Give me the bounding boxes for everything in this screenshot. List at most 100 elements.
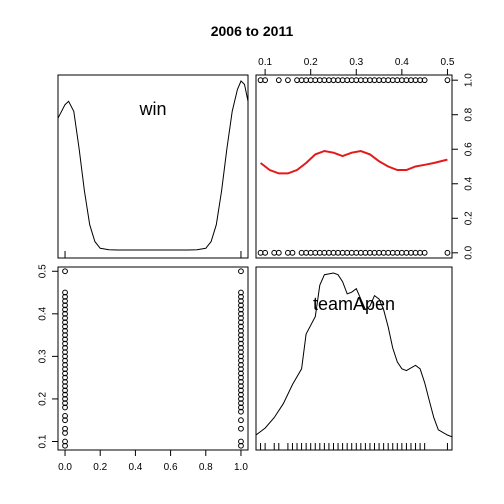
data-point (62, 310, 68, 317)
data-point (62, 370, 68, 377)
data-point (238, 293, 244, 300)
y-tick-label: 1.0 (464, 73, 475, 87)
data-point (62, 366, 68, 373)
data-point (238, 387, 244, 394)
data-point (285, 77, 291, 84)
data-point (62, 400, 68, 407)
data-point (62, 289, 68, 296)
panel-frame-win-diag (57, 74, 249, 259)
y-tick-label: 0.6 (464, 142, 475, 156)
data-point (238, 353, 244, 360)
data-point (62, 340, 68, 347)
x-tick-label: 0.0 (58, 462, 72, 473)
y-tick-label: 0.2 (464, 211, 475, 225)
data-point (444, 249, 451, 256)
data-point (262, 77, 269, 84)
data-point (275, 249, 282, 256)
data-point (275, 77, 282, 84)
x-tick-label: 0.1 (258, 57, 272, 68)
y-tick-label: 0.5 (38, 264, 49, 278)
data-point (62, 349, 68, 356)
data-point (62, 417, 68, 424)
data-point (62, 302, 68, 309)
x-tick-label: 1.0 (234, 462, 248, 473)
smooth-line (259, 149, 448, 175)
data-point (238, 438, 244, 445)
data-point (238, 391, 244, 398)
data-point (238, 442, 244, 449)
data-point (238, 408, 244, 415)
panel-frame-top-right (255, 74, 453, 259)
data-point (62, 306, 68, 313)
data-point (238, 340, 244, 347)
data-point (62, 425, 68, 432)
data-point (238, 268, 244, 275)
x-axis-top: 0.1 0.2 0.3 0.4 0.5 (258, 57, 455, 76)
data-point (62, 391, 68, 398)
data-point (62, 357, 68, 364)
panel-frame-bottom-left (57, 266, 249, 451)
x-tick-label: 0.6 (164, 462, 178, 473)
density-panel-teamApen-diag: teamApen (255, 272, 453, 450)
data-point (238, 425, 244, 432)
data-point (62, 438, 68, 445)
data-point (62, 379, 68, 385)
data-point (238, 417, 244, 424)
data-point (238, 370, 244, 377)
density-curve (57, 80, 249, 251)
y-axis-left: 0.1 0.2 0.3 0.4 0.5 (38, 264, 58, 448)
plot-layer: 0.1 0.2 0.3 0.4 0.50.00.20.40.60.81.00.10.20… (38, 57, 475, 473)
x-axis-bottom: 0.0 0.2 0.4 0.6 0.8 1.0 (58, 449, 248, 473)
data-point (62, 442, 68, 449)
x-tick-label: 0.2 (93, 462, 107, 473)
density-panel-win-diag: win (57, 80, 249, 258)
data-point (238, 327, 244, 334)
data-point (238, 323, 244, 330)
scatter-panel-top-right (257, 77, 451, 256)
data-point (238, 306, 244, 313)
data-point (62, 336, 68, 343)
x-tick-label: 0.3 (349, 57, 363, 68)
data-point (238, 310, 244, 317)
data-point (238, 298, 244, 304)
x-tick-label: 0.2 (304, 57, 318, 68)
data-point (262, 249, 269, 256)
data-point (62, 344, 68, 351)
data-point (238, 366, 244, 373)
data-point (238, 302, 244, 309)
data-point (238, 383, 244, 390)
data-point (238, 400, 244, 407)
data-point (238, 332, 244, 338)
data-point (62, 268, 68, 275)
data-point (62, 319, 68, 326)
variable-label-teamApen: teamApen (313, 294, 395, 314)
variable-label-win: win (138, 99, 166, 119)
x-tick-label: 0.4 (128, 462, 142, 473)
y-tick-label: 0.4 (464, 176, 475, 190)
data-point (238, 396, 244, 402)
data-point (62, 315, 68, 321)
y-axis-right: 0.0 0.2 0.4 0.6 0.8 1.0 (452, 73, 475, 260)
data-point (62, 361, 68, 368)
x-tick-label: 0.4 (395, 57, 409, 68)
x-tick-label: 0.8 (199, 462, 213, 473)
data-point (62, 353, 68, 360)
data-point (62, 327, 68, 334)
data-point (62, 323, 68, 330)
data-point (444, 77, 451, 84)
chart-title: 2006 to 2011 (211, 23, 294, 39)
data-point (62, 413, 68, 419)
y-tick-label: 0.3 (38, 349, 49, 363)
data-point (62, 293, 68, 300)
data-point (238, 404, 244, 411)
data-point (421, 77, 428, 84)
data-point (238, 357, 244, 364)
x-tick-label: 0.5 (440, 57, 454, 68)
data-point (62, 430, 68, 436)
data-point (62, 387, 68, 394)
scatter-panel-bottom-left (62, 268, 244, 449)
data-point (238, 289, 244, 296)
data-point (62, 383, 68, 390)
data-point (62, 332, 68, 338)
